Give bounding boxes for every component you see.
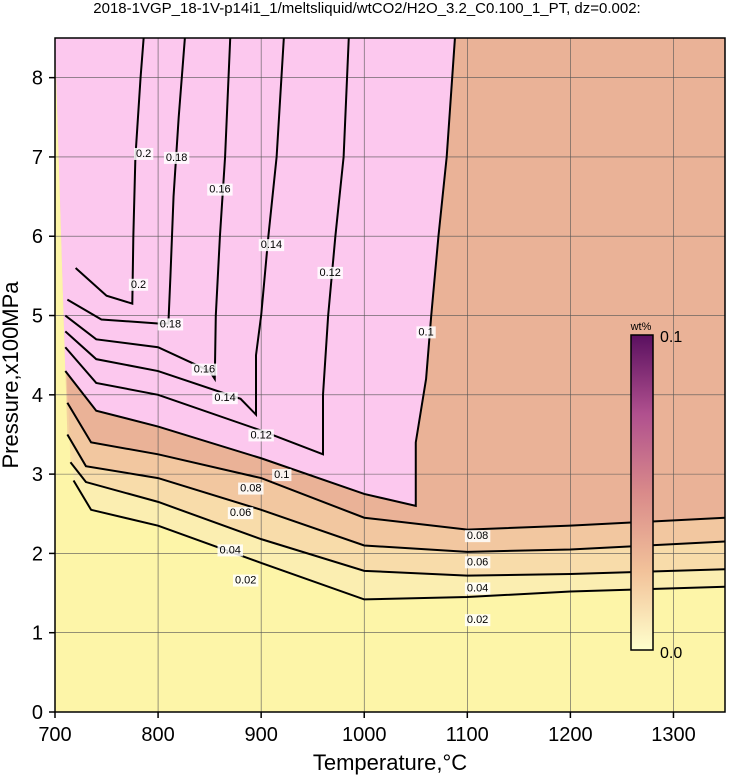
contour-label-bg xyxy=(227,507,254,520)
plot-frame xyxy=(54,37,726,713)
contour-label: 0.1 xyxy=(418,326,433,338)
colorbar: wt% 0.1 0.0 xyxy=(630,321,683,662)
contour-label: 0.02 xyxy=(235,575,256,587)
plot-area: 0.02 0.02 0.04 0.04 0.06 0.06 0.08 0.08 0.1 0.1 0.… xyxy=(54,37,726,713)
contour-label: 0.12 xyxy=(320,267,341,279)
contour-0.06 xyxy=(66,433,725,553)
contour-label: 0.2 xyxy=(136,148,151,160)
contour-label: 0.04 xyxy=(220,544,241,556)
y-tick-label: 4 xyxy=(32,385,43,407)
contour-label-bg xyxy=(416,326,436,339)
contour-label-bg xyxy=(133,147,154,160)
contour-0.16 xyxy=(64,38,232,383)
contour-label: 0.2 xyxy=(131,279,146,291)
contour-0.12 xyxy=(64,38,350,456)
x-tick-label: 700 xyxy=(38,724,71,746)
x-tick-label: 1300 xyxy=(651,724,696,746)
y-tick-label: 1 xyxy=(32,623,43,645)
contour-label-bg xyxy=(464,530,491,543)
colorbar-min-label: 0.0 xyxy=(660,645,682,662)
contour-label: 0.18 xyxy=(166,152,187,164)
y-tick-label: 0 xyxy=(32,702,43,724)
contour-0.04 xyxy=(69,461,725,577)
contour-label-bg xyxy=(128,278,149,291)
contour-label-bg xyxy=(272,469,292,482)
contour-label: 0.06 xyxy=(230,507,251,519)
contour-label: 0.02 xyxy=(467,614,488,626)
contour-0.2 xyxy=(74,38,145,305)
contour-label: 0.08 xyxy=(240,483,261,495)
contour-label: 0.04 xyxy=(467,582,488,594)
x-axis-label: Temperature,°C xyxy=(313,750,467,775)
contour-label-bg xyxy=(212,392,238,405)
contour-label-bg xyxy=(217,544,243,557)
x-tick-label: 1000 xyxy=(342,724,387,746)
contour-label-bg xyxy=(258,239,285,252)
y-tick-label: 3 xyxy=(32,464,43,486)
contour-label-bg xyxy=(232,574,259,587)
contour-label: 0.14 xyxy=(214,392,235,404)
y-tick-label: 2 xyxy=(32,543,43,565)
y-tick-label: 7 xyxy=(32,147,43,169)
y-tick-label: 8 xyxy=(32,68,43,90)
x-tick-label: 800 xyxy=(141,724,174,746)
colorbar-unit: wt% xyxy=(630,321,652,333)
contour-label-bg xyxy=(157,318,184,331)
contour-label-bg xyxy=(317,266,343,279)
contour-0.08 xyxy=(66,402,725,531)
x-tick-label: 1100 xyxy=(446,724,489,746)
chart-title: 2018-1VGP_18-1V-p14i1_1/meltsliquid/wtCO… xyxy=(93,0,641,17)
contour-label-bg xyxy=(163,151,190,164)
x-tick-label: 1200 xyxy=(548,724,593,746)
contour-label-bg xyxy=(207,183,233,196)
contour-label-bg xyxy=(464,614,491,627)
y-tick-label: 6 xyxy=(32,226,43,248)
contour-label-bg xyxy=(464,556,491,569)
contour-label-bg xyxy=(248,429,274,442)
y-axis-label: Pressure,x100MPa xyxy=(0,281,23,469)
band-0.2 xyxy=(55,38,725,304)
contour-label-bg xyxy=(238,482,264,495)
contour-0.1 xyxy=(64,38,456,508)
contour-label: 0.12 xyxy=(250,429,271,441)
x-tick-label: 900 xyxy=(244,724,277,746)
colorbar-ramp xyxy=(630,334,654,651)
y-tick-label: 5 xyxy=(32,306,43,328)
contour-label-bg xyxy=(191,363,218,376)
contour-label: 0.1 xyxy=(274,469,289,481)
contour-0.18 xyxy=(66,38,186,325)
colorbar-max-label: 0.1 xyxy=(660,329,682,346)
contour-label: 0.14 xyxy=(261,239,282,251)
contour-label: 0.08 xyxy=(467,530,488,542)
contour-0.02 xyxy=(72,479,725,601)
contour-label: 0.06 xyxy=(467,556,488,568)
contour-label: 0.18 xyxy=(160,318,181,330)
contour-0.14 xyxy=(64,38,285,418)
contour-label: 0.16 xyxy=(209,184,230,196)
contour-label-bg xyxy=(464,582,491,595)
contour-label: 0.16 xyxy=(194,364,215,376)
band-0.16 xyxy=(55,38,725,379)
